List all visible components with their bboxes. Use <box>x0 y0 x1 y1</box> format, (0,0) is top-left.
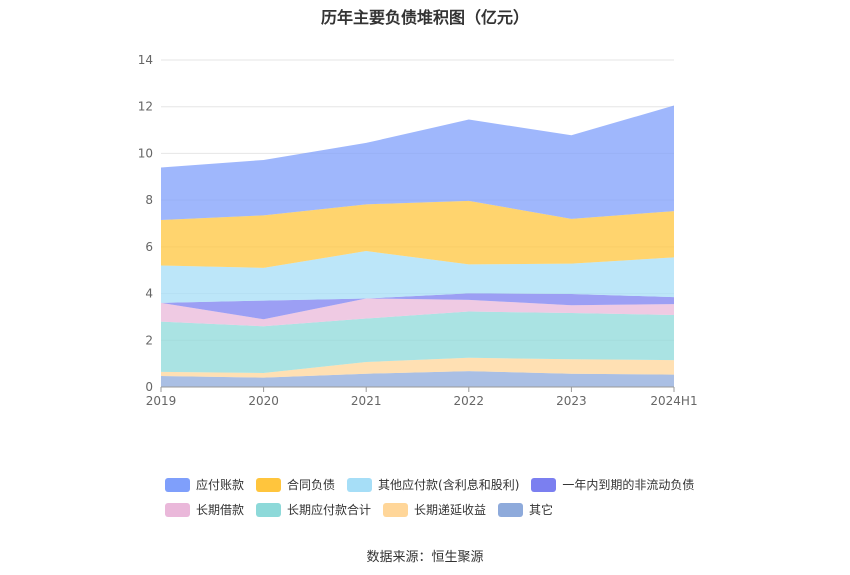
legend-swatch <box>347 477 373 492</box>
legend-swatch <box>498 502 524 517</box>
y-tick-label: 8 <box>145 193 153 207</box>
legend-label: 其它 <box>529 503 554 517</box>
legend-item[interactable]: 应付账款 <box>165 476 244 493</box>
legend-item[interactable]: 长期应付款合计 <box>256 501 371 518</box>
legend-row: 长期借款 长期应付款合计 长期递延收益 其它 <box>165 497 725 522</box>
legend-item[interactable]: 其它 <box>498 501 553 518</box>
legend-label: 长期应付款合计 <box>287 503 372 517</box>
legend-swatch <box>383 502 409 517</box>
legend-swatch <box>165 477 190 492</box>
y-tick-label: 14 <box>138 53 153 67</box>
x-tick-label: 2019 <box>146 394 177 408</box>
legend-label: 应付账款 <box>196 478 245 492</box>
legend-item[interactable]: 一年内到期的非流动负债 <box>531 476 694 493</box>
x-tick-label: 2020 <box>248 394 279 408</box>
legend-item[interactable]: 长期递延收益 <box>383 501 486 518</box>
area-series-7 <box>161 105 674 220</box>
x-tick-label: 2024H1 <box>650 394 697 408</box>
y-tick-label: 4 <box>145 287 153 301</box>
legend-swatch <box>531 477 557 492</box>
legend-row: 应付账款 合同负债 其他应付款(含利息和股利) 一年内到期的非流动负债 <box>165 472 725 497</box>
legend-label: 其他应付款(含利息和股利) <box>378 478 520 492</box>
x-tick-label: 2022 <box>454 394 485 408</box>
y-tick-label: 2 <box>145 333 153 347</box>
legend-item[interactable]: 其他应付款(含利息和股利) <box>347 476 519 493</box>
legend-label: 一年内到期的非流动负债 <box>562 478 695 492</box>
chart-title: 历年主要负债堆积图（亿元） <box>320 8 529 27</box>
area-series-0 <box>161 371 674 387</box>
x-tick-label: 2023 <box>556 394 587 408</box>
data-source-note: 数据来源：恒生聚源 <box>366 550 484 565</box>
legend-label: 合同负债 <box>287 478 336 492</box>
area-series-2 <box>161 311 674 373</box>
legend-label: 长期借款 <box>196 503 245 517</box>
axes: 0 2 4 6 8 10 12 14 2019 2020 2021 2022 2023 2024H1 <box>138 53 698 408</box>
legend-swatch <box>256 502 282 517</box>
y-tick-label: 10 <box>138 146 153 160</box>
y-tick-label: 6 <box>145 240 153 254</box>
legend-swatch <box>256 477 282 492</box>
area-series <box>161 105 674 387</box>
area-series-1 <box>161 357 674 378</box>
x-tick-label: 2021 <box>351 394 382 408</box>
area-series-4 <box>161 293 674 320</box>
legend-item[interactable]: 长期借款 <box>165 501 244 518</box>
area-series-5 <box>161 251 674 303</box>
y-tick-label: 0 <box>145 380 153 394</box>
legend-swatch <box>165 502 190 517</box>
area-series-6 <box>161 200 674 268</box>
legend: 应付账款 合同负债 其他应付款(含利息和股利) 一年内到期的非流动负债长期借款 长期应付… <box>165 472 725 522</box>
legend-label: 长期递延收益 <box>414 503 487 517</box>
area-series-3 <box>161 298 674 327</box>
legend-item[interactable]: 合同负债 <box>256 476 335 493</box>
y-tick-label: 12 <box>138 100 153 114</box>
chart-plot: 0 2 4 6 8 10 12 14 2019 2020 2021 2022 2023 2024H1 <box>138 53 698 408</box>
